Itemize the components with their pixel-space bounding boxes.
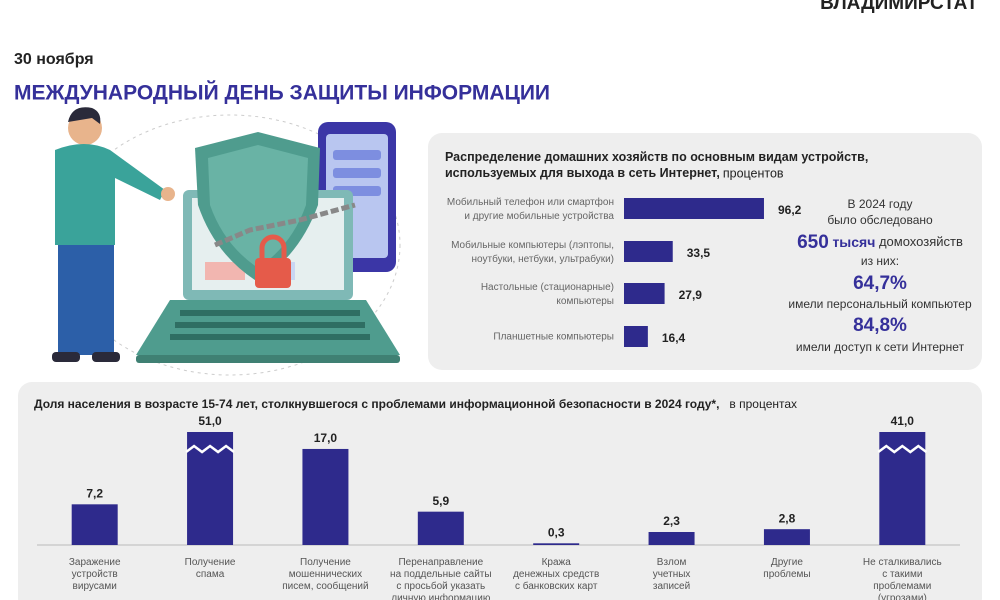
text-line: проблемами bbox=[873, 580, 931, 592]
text-line: с просьбой указать bbox=[396, 580, 485, 592]
text-line: спама bbox=[196, 569, 225, 580]
category-label: Получение спама bbox=[185, 557, 236, 580]
stat-value: 84,8% bbox=[853, 315, 907, 336]
text-line: денежных средств bbox=[513, 569, 599, 580]
text-line: (угрозами) bbox=[878, 593, 927, 600]
value-label: 5,9 bbox=[432, 494, 449, 508]
text-line: с такими bbox=[882, 569, 922, 580]
survey-count-line: 650 тысяч домохозяйств bbox=[797, 232, 963, 253]
text-line: Заражение bbox=[69, 557, 121, 568]
text-line: было обследовано bbox=[827, 213, 933, 227]
survey-count-unit: тысяч bbox=[832, 234, 875, 250]
category-label: Перенаправление на поддельные сайты с прос… bbox=[390, 557, 492, 600]
text-line: Перенаправление bbox=[398, 557, 483, 568]
text-line: и другие мобильные устройства bbox=[464, 210, 614, 222]
bar bbox=[763, 529, 810, 545]
value-label: 33,5 bbox=[687, 246, 711, 260]
bar bbox=[624, 283, 665, 304]
bar bbox=[624, 198, 764, 219]
bottom-panel bbox=[18, 382, 982, 600]
chart-title: Распределение домашних хозяйств по основ… bbox=[445, 150, 868, 180]
text-line: Настольные (стационарные) bbox=[481, 282, 614, 293]
value-label: 96,2 bbox=[778, 203, 802, 217]
category-label: Настольные (стационарные) компьютеры bbox=[481, 282, 614, 307]
text-line: Мобильные компьютеры (лэптопы, bbox=[451, 239, 614, 251]
text-line: проблемы bbox=[763, 568, 810, 580]
axis-break bbox=[185, 444, 235, 454]
bars bbox=[71, 432, 926, 545]
category-label: Другие проблемы bbox=[763, 557, 810, 580]
value-label: 51,0 bbox=[198, 414, 222, 428]
page-title: МЕЖДУНАРОДНЫЙ ДЕНЬ ЗАЩИТЫ ИНФОРМАЦИИ bbox=[14, 81, 550, 105]
text-line: с банковских карт bbox=[515, 580, 598, 592]
value-label: 27,9 bbox=[679, 288, 703, 302]
stat-label: имели персональный компьютер bbox=[788, 297, 972, 311]
value-label: 41,0 bbox=[891, 414, 915, 428]
illustration bbox=[52, 107, 401, 376]
category-label: Заражение устройств вирусами bbox=[69, 557, 121, 592]
bar bbox=[417, 511, 464, 545]
survey-subset: из них: bbox=[861, 254, 899, 268]
text-line: личную информацию bbox=[391, 592, 491, 600]
bar bbox=[624, 326, 648, 347]
text-line: мошеннических bbox=[289, 569, 362, 580]
text-line: ноутбуки, нетбуки, ультрабуки) bbox=[472, 253, 614, 265]
bar bbox=[71, 504, 118, 545]
value-label: 17,0 bbox=[314, 431, 338, 445]
text-line: Мобильный телефон или смартфон bbox=[447, 196, 614, 208]
survey-intro: В 2024 году было обследовано bbox=[827, 197, 933, 227]
value-label: 0,3 bbox=[548, 525, 565, 539]
top-panel bbox=[428, 133, 982, 370]
bar bbox=[533, 543, 580, 545]
text-line: Взлом bbox=[657, 557, 687, 568]
category-label: Мобильные компьютеры (лэптопы, ноутбуки, … bbox=[451, 239, 614, 265]
chart-title: Доля населения в возрасте 15-74 лет, сто… bbox=[34, 397, 719, 411]
text-line: Кража bbox=[542, 557, 572, 568]
survey-count-rest: домохозяйств bbox=[879, 234, 963, 249]
text-line: Получение bbox=[300, 557, 351, 568]
date: 30 ноября bbox=[14, 51, 94, 68]
text-line: используемых для выхода в сеть Интернет, bbox=[445, 166, 720, 180]
category-label: Мобильный телефон или смартфон и другие м… bbox=[447, 196, 615, 222]
value-label: 16,4 bbox=[662, 331, 686, 345]
text-line: Не сталкивались bbox=[863, 557, 942, 568]
chart-unit: в процентах bbox=[729, 397, 797, 411]
chart-unit: процентов bbox=[723, 166, 784, 180]
text-line: писем, сообщений bbox=[282, 580, 368, 592]
text-line: Получение bbox=[185, 557, 236, 568]
value-label: 2,8 bbox=[779, 511, 796, 525]
text-line: В 2024 году bbox=[848, 197, 913, 211]
text-line: вирусами bbox=[73, 581, 117, 592]
category-label: Не сталкивались с такими проблемами (угроза… bbox=[863, 557, 942, 600]
text-line: учетных bbox=[653, 569, 691, 580]
bar bbox=[187, 432, 234, 545]
survey-count: 650 bbox=[797, 232, 829, 253]
stat-value: 64,7% bbox=[853, 273, 907, 294]
text-line: записей bbox=[653, 581, 690, 592]
survey-block: В 2024 году было обследовано 650 тысяч до… bbox=[788, 197, 972, 354]
text-line: компьютеры bbox=[556, 296, 614, 307]
category-label: Кража денежных средств с банковских карт bbox=[513, 557, 599, 592]
category-label: Получение мошеннических писем, сообщений bbox=[282, 557, 368, 592]
text-line: Распределение домашних хозяйств по основ… bbox=[445, 150, 868, 164]
text-line: устройств bbox=[72, 569, 118, 580]
text-line: на поддельные сайты bbox=[390, 569, 492, 580]
text-line: Другие bbox=[771, 557, 803, 568]
brand: ВЛАДИМИРСТАТ bbox=[820, 0, 978, 14]
bar bbox=[879, 432, 926, 545]
bar bbox=[648, 532, 695, 545]
axis-break bbox=[877, 444, 928, 454]
category-label: Планшетные компьютеры bbox=[493, 332, 614, 343]
bar bbox=[624, 241, 673, 262]
value-label: 7,2 bbox=[86, 486, 103, 500]
bar bbox=[302, 448, 349, 545]
value-label: 2,3 bbox=[663, 514, 680, 528]
stat-label: имели доступ к сети Интернет bbox=[796, 340, 965, 354]
category-label: Взлом учетных записей bbox=[653, 557, 691, 592]
